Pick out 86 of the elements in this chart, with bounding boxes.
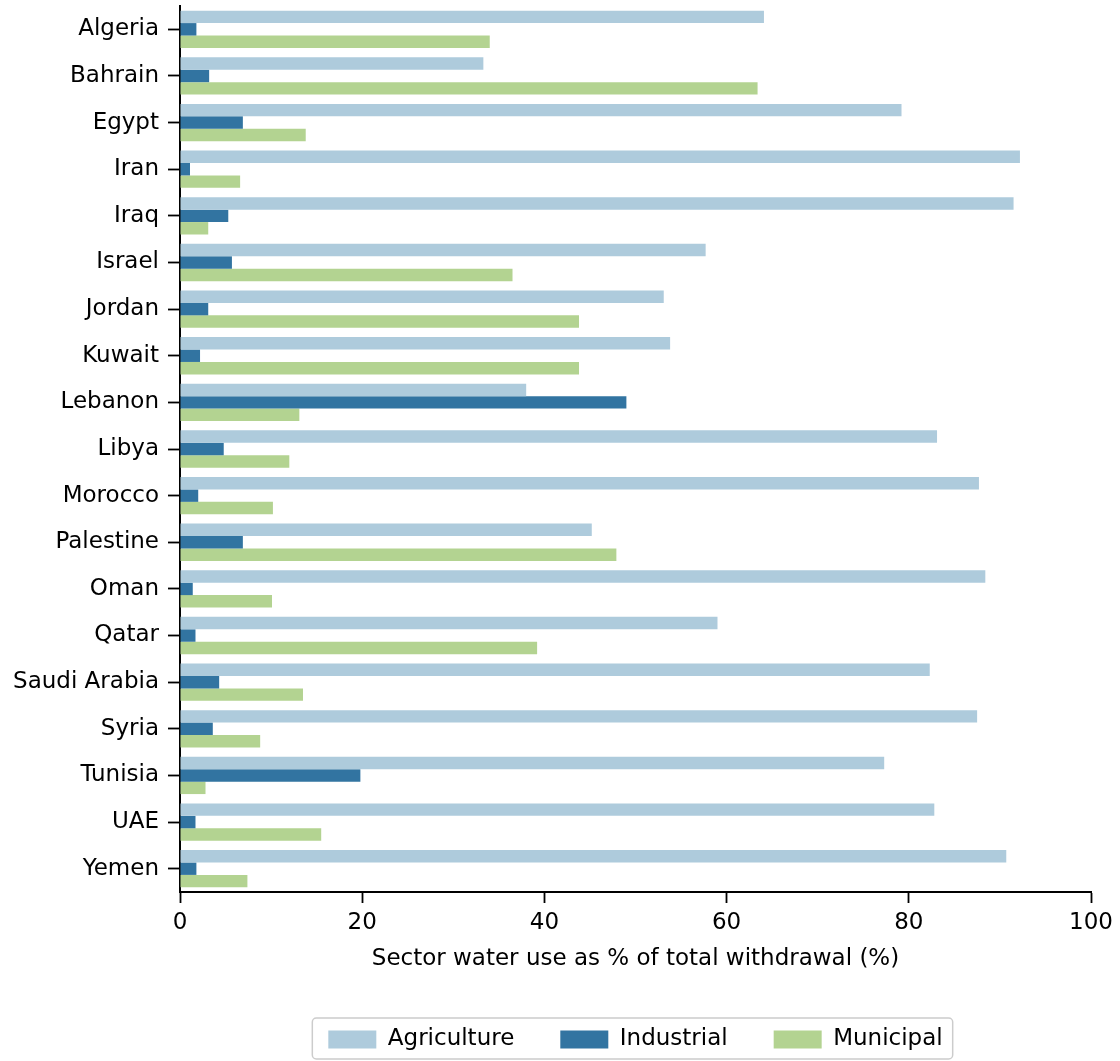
bar bbox=[180, 35, 490, 48]
bar bbox=[180, 862, 197, 875]
bar bbox=[180, 476, 979, 490]
y-tick-label: Oman bbox=[89, 573, 159, 600]
legend-label: Agriculture bbox=[387, 1024, 515, 1051]
bar bbox=[180, 302, 209, 316]
y-tick-label: Lebanon bbox=[60, 387, 159, 414]
y-tick-label: Morocco bbox=[62, 480, 159, 507]
bar bbox=[180, 828, 322, 841]
x-tick-label: 0 bbox=[172, 907, 188, 934]
bar bbox=[180, 243, 706, 257]
bar bbox=[180, 256, 232, 269]
bar bbox=[180, 57, 484, 70]
legend-label: Municipal bbox=[833, 1024, 943, 1051]
bar bbox=[180, 197, 1014, 210]
bar bbox=[180, 396, 627, 409]
bar bbox=[180, 536, 243, 549]
bar bbox=[180, 595, 273, 608]
bar bbox=[180, 430, 938, 443]
x-tick-label: 20 bbox=[347, 907, 377, 934]
bar bbox=[180, 150, 1020, 163]
x-tick-label: 100 bbox=[1069, 907, 1113, 934]
x-tick-label: 40 bbox=[529, 907, 560, 934]
y-tick-label: Egypt bbox=[92, 107, 159, 134]
y-tick-label: Tunisia bbox=[79, 760, 159, 787]
y-tick-label: Bahrain bbox=[70, 60, 159, 87]
bar bbox=[180, 756, 885, 770]
y-tick-label: Israel bbox=[96, 247, 159, 274]
bar bbox=[180, 408, 300, 422]
y-tick-label: Libya bbox=[97, 433, 159, 460]
bar bbox=[180, 455, 290, 468]
bar bbox=[180, 616, 718, 630]
bar bbox=[180, 781, 206, 795]
bar bbox=[180, 82, 758, 95]
bar bbox=[180, 735, 261, 748]
bar bbox=[180, 815, 196, 829]
bar bbox=[180, 501, 273, 515]
bar bbox=[180, 128, 306, 142]
bar bbox=[180, 722, 213, 736]
bar bbox=[180, 548, 617, 561]
y-tick-label: Iraq bbox=[114, 200, 159, 227]
bar bbox=[180, 222, 209, 235]
bar bbox=[180, 641, 538, 655]
bar bbox=[180, 116, 243, 129]
bar bbox=[180, 383, 527, 397]
bar bbox=[180, 315, 580, 328]
bar bbox=[180, 675, 220, 689]
bar bbox=[180, 769, 361, 782]
bar bbox=[180, 489, 199, 502]
bar bbox=[180, 629, 196, 642]
bar bbox=[180, 803, 935, 816]
bar bbox=[180, 582, 193, 596]
bar bbox=[180, 23, 197, 36]
legend-label: Industrial bbox=[619, 1024, 728, 1051]
bar bbox=[180, 209, 229, 223]
bar bbox=[180, 874, 248, 888]
x-tick-label: 60 bbox=[711, 907, 742, 934]
bar bbox=[180, 103, 902, 117]
y-tick-label: UAE bbox=[111, 807, 159, 834]
y-tick-label: Qatar bbox=[94, 620, 160, 647]
bar bbox=[180, 710, 978, 723]
bar bbox=[180, 663, 930, 676]
bar bbox=[180, 523, 592, 537]
bar bbox=[180, 361, 580, 375]
y-tick-label: Jordan bbox=[83, 294, 159, 321]
bar bbox=[180, 175, 241, 188]
x-tick-label: 80 bbox=[894, 907, 924, 934]
bar bbox=[180, 268, 513, 282]
y-tick-label: Yemen bbox=[81, 853, 159, 880]
bar bbox=[180, 570, 986, 583]
bar bbox=[180, 69, 210, 83]
y-tick-label: Palestine bbox=[55, 527, 159, 554]
y-tick-label: Iran bbox=[114, 154, 159, 181]
bar bbox=[180, 442, 224, 456]
bar bbox=[180, 688, 303, 701]
bar bbox=[180, 290, 664, 303]
bar bbox=[180, 850, 1007, 863]
y-tick-label: Syria bbox=[100, 713, 159, 740]
bar bbox=[180, 162, 191, 176]
x-axis-title: Sector water use as % of total withdrawal (%) bbox=[371, 944, 900, 971]
bar bbox=[180, 349, 201, 362]
bar bbox=[180, 337, 671, 350]
y-tick-label: Algeria bbox=[78, 14, 159, 41]
y-tick-label: Kuwait bbox=[82, 340, 159, 367]
y-tick-label: Saudi Arabia bbox=[13, 667, 159, 694]
bar bbox=[180, 10, 764, 24]
